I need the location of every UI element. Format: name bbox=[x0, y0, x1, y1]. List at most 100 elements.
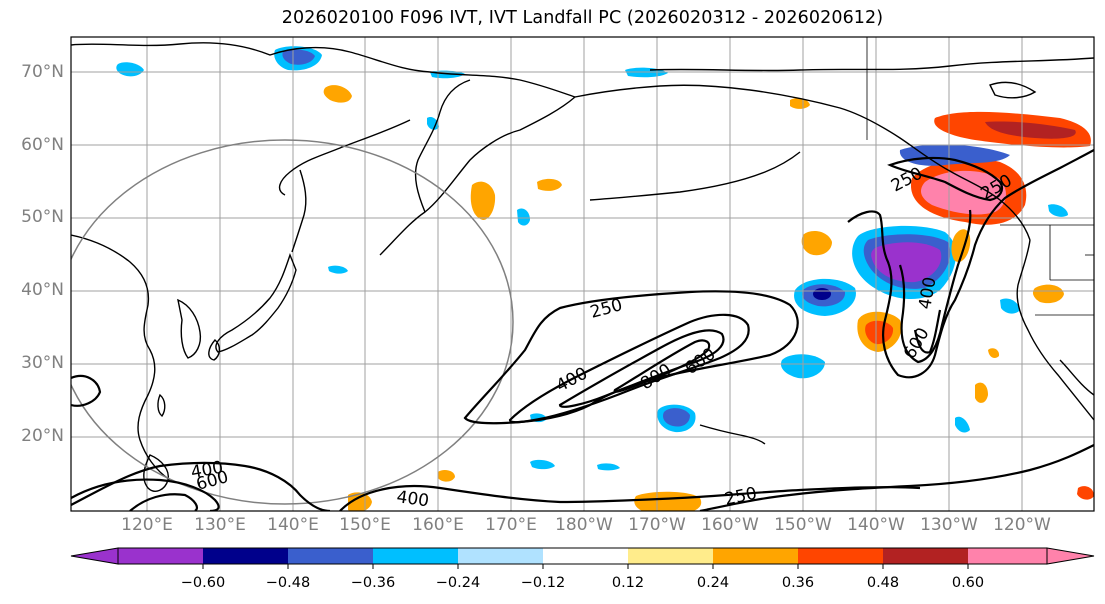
colorbar-tick-label: 0.24 bbox=[696, 575, 730, 591]
coastline-sakhalin bbox=[291, 169, 307, 253]
patch-positive-central bbox=[470, 181, 496, 220]
contour-label-400d: 400 bbox=[395, 487, 430, 511]
borders bbox=[866, 37, 1094, 316]
patch-negative-main-core bbox=[871, 242, 942, 283]
graticule bbox=[71, 37, 1094, 511]
colorbar-bin-5 bbox=[458, 548, 543, 564]
contour-label-250d: 250 bbox=[723, 484, 759, 510]
lon-label-120w: 120°W bbox=[993, 515, 1051, 535]
lat-label-70n: 70°N bbox=[21, 62, 64, 82]
patch-negative-dot-2 bbox=[116, 62, 144, 77]
coastline-alaska bbox=[574, 84, 1031, 241]
lat-label-30n: 30°N bbox=[21, 353, 64, 373]
colorbar bbox=[70, 547, 1095, 569]
patch-negative-dot-5 bbox=[1000, 298, 1020, 314]
patch-positive-dot-7 bbox=[988, 348, 1000, 358]
colorbar-tick-label: 0.36 bbox=[781, 575, 815, 591]
colorbar-bin-4 bbox=[373, 548, 458, 564]
colorbar-tick-label: 0.60 bbox=[951, 575, 985, 591]
lon-label-160w: 160°W bbox=[701, 515, 759, 535]
lon-label-180w: 180°W bbox=[555, 515, 613, 535]
patch-negative-coast bbox=[899, 144, 1010, 166]
colorbar-tick-label: 0.12 bbox=[611, 575, 645, 591]
patch-positive-dot-5 bbox=[438, 469, 455, 482]
coastline-arctic bbox=[649, 57, 1094, 72]
contour-400-coastal bbox=[898, 209, 972, 364]
contour-label-600a: 600 bbox=[681, 344, 719, 379]
contour-250-north bbox=[887, 156, 1004, 202]
coastlines bbox=[71, 42, 1094, 492]
coastline-okhotsk bbox=[278, 119, 411, 196]
lon-label-140w: 140°W bbox=[847, 515, 905, 535]
lon-label-170w: 170°W bbox=[628, 515, 686, 535]
coastline-japan bbox=[215, 252, 297, 353]
patch-positive-dot-4 bbox=[975, 382, 988, 403]
shaded-patches bbox=[116, 46, 1094, 511]
contour-label-400a: 400 bbox=[553, 364, 591, 397]
patch-positive-dot-3 bbox=[790, 97, 810, 109]
colorbar-tick-label: −0.60 bbox=[180, 575, 226, 591]
contour-400-bottom-mid bbox=[339, 485, 921, 511]
contour-label-400b: 400 bbox=[915, 275, 940, 310]
contour-800-central bbox=[613, 339, 711, 393]
contour-250-coastal bbox=[847, 149, 1094, 379]
contour-600-bottom-left bbox=[129, 493, 199, 511]
lon-label-140e: 140°E bbox=[267, 515, 319, 535]
patch-negative-dot-4 bbox=[517, 208, 530, 226]
colorbar-bin-8 bbox=[713, 548, 798, 564]
contour-400-central bbox=[508, 313, 750, 424]
contour-left-edge bbox=[71, 374, 102, 407]
coastline-canada-islands bbox=[989, 81, 1037, 99]
patch-positive-150w-north bbox=[801, 230, 832, 256]
coastline-taiwan bbox=[157, 393, 166, 418]
lon-label-170e: 170°E bbox=[485, 515, 537, 535]
colorbar-bin-6 bbox=[543, 548, 628, 564]
contour-600-coastal bbox=[913, 309, 942, 354]
colorbar-ticks bbox=[202, 564, 969, 569]
patch-positive-bottom-2 bbox=[348, 492, 372, 511]
colorbar-tick-label: −0.48 bbox=[265, 575, 311, 591]
patch-negative-150w-dot bbox=[813, 288, 831, 300]
map-panel: 250 400 800 600 250 250 400 600 400 600 … bbox=[71, 37, 1094, 511]
contour-250-central bbox=[463, 290, 799, 425]
ivt-contours bbox=[71, 149, 1094, 511]
coastline-asia-north bbox=[71, 42, 577, 256]
colorbar-bin-1 bbox=[118, 548, 203, 564]
contour-250-bottom bbox=[71, 461, 331, 511]
coastline-china-korea bbox=[71, 234, 171, 481]
patch-negative-dot-8 bbox=[597, 463, 620, 471]
colorbar-outline bbox=[117, 547, 1048, 565]
patch-positive-bottom bbox=[634, 491, 702, 511]
colorbar-bin-3 bbox=[288, 548, 373, 564]
coastline-aleutians bbox=[589, 151, 801, 201]
coastline-korea bbox=[177, 298, 202, 359]
lat-label-20n: 20°N bbox=[21, 426, 64, 446]
patch-positive-north-core bbox=[985, 121, 1076, 139]
colorbar-bin-7 bbox=[628, 548, 713, 564]
colorbar-bin-9 bbox=[798, 548, 883, 564]
coastline-kamchatka bbox=[414, 79, 471, 213]
lon-label-150w: 150°W bbox=[774, 515, 832, 535]
colorbar-tick-label: 0.48 bbox=[866, 575, 900, 591]
patch-negative-dot-6 bbox=[955, 416, 970, 433]
contour-600-central bbox=[558, 329, 725, 408]
range-ring bbox=[71, 139, 514, 505]
lat-label-60n: 60°N bbox=[21, 135, 64, 155]
patch-negative-dot-12 bbox=[427, 117, 439, 130]
patch-positive-dot-2 bbox=[537, 178, 562, 191]
coastline-north-america-west bbox=[1016, 239, 1094, 421]
contour-label-250a: 250 bbox=[588, 295, 625, 323]
lon-label-150e: 150°E bbox=[339, 515, 391, 535]
coastline-kyushu bbox=[208, 339, 221, 361]
patch-positive-dot-1 bbox=[323, 85, 352, 103]
lon-label-160e: 160°E bbox=[412, 515, 464, 535]
lat-label-50n: 50°N bbox=[21, 207, 64, 227]
patch-negative-dot-11 bbox=[1048, 204, 1068, 217]
patch-negative-dot-10 bbox=[328, 265, 348, 274]
lon-label-130e: 130°E bbox=[194, 515, 246, 535]
colorbar-tick-label: −0.24 bbox=[435, 575, 481, 591]
colorbar-left-extend bbox=[70, 547, 119, 565]
contour-250-bottom-right bbox=[699, 444, 1094, 511]
coastline-mexico bbox=[1059, 359, 1094, 396]
